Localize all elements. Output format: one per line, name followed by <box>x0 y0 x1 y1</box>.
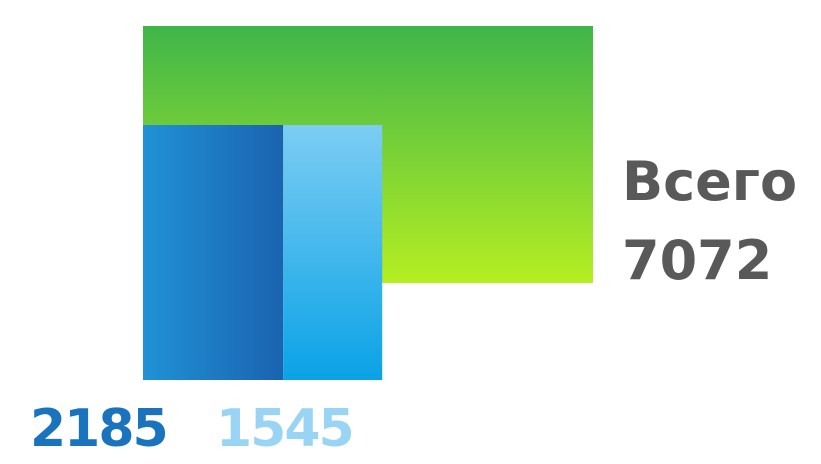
series-b-value-label: 1545 <box>216 399 355 459</box>
total-value: 7072 <box>622 229 773 292</box>
total-label: Всего <box>622 150 798 213</box>
series-bar-1 <box>143 125 284 380</box>
series-bar-2 <box>283 125 383 380</box>
series-a-value-label: 2185 <box>30 399 169 459</box>
